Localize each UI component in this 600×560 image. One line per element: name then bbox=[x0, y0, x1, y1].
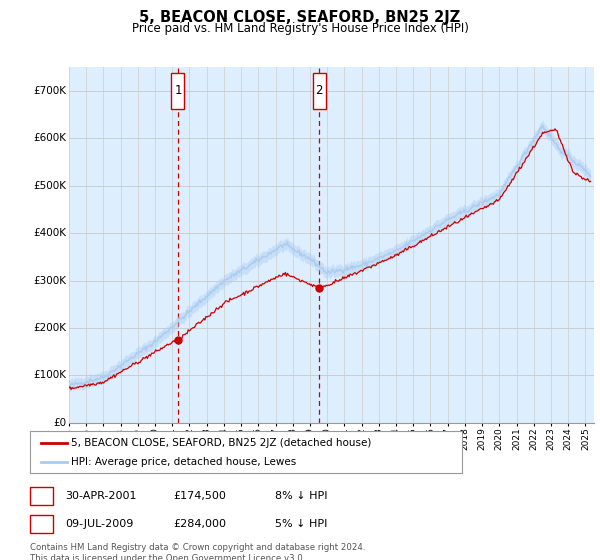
Text: 1: 1 bbox=[38, 489, 45, 503]
Text: £100K: £100K bbox=[34, 370, 67, 380]
Text: 30-APR-2001: 30-APR-2001 bbox=[65, 491, 136, 501]
Text: 2: 2 bbox=[316, 85, 323, 97]
Text: £600K: £600K bbox=[34, 133, 67, 143]
Text: Price paid vs. HM Land Registry's House Price Index (HPI): Price paid vs. HM Land Registry's House … bbox=[131, 22, 469, 35]
Text: 5% ↓ HPI: 5% ↓ HPI bbox=[275, 519, 327, 529]
Text: £500K: £500K bbox=[34, 181, 67, 191]
Text: £400K: £400K bbox=[34, 228, 67, 238]
Text: £300K: £300K bbox=[34, 276, 67, 286]
Text: 1: 1 bbox=[174, 85, 182, 97]
FancyBboxPatch shape bbox=[172, 73, 184, 109]
Text: 5, BEACON CLOSE, SEAFORD, BN25 2JZ: 5, BEACON CLOSE, SEAFORD, BN25 2JZ bbox=[139, 10, 461, 25]
Text: £700K: £700K bbox=[34, 86, 67, 96]
Text: 8% ↓ HPI: 8% ↓ HPI bbox=[275, 491, 328, 501]
Text: 09-JUL-2009: 09-JUL-2009 bbox=[65, 519, 133, 529]
Text: HPI: Average price, detached house, Lewes: HPI: Average price, detached house, Lewe… bbox=[71, 457, 296, 467]
Text: £200K: £200K bbox=[34, 323, 67, 333]
Text: £0: £0 bbox=[53, 418, 67, 428]
Text: 5, BEACON CLOSE, SEAFORD, BN25 2JZ (detached house): 5, BEACON CLOSE, SEAFORD, BN25 2JZ (deta… bbox=[71, 437, 371, 447]
FancyBboxPatch shape bbox=[313, 73, 326, 109]
Text: £174,500: £174,500 bbox=[173, 491, 226, 501]
Text: Contains HM Land Registry data © Crown copyright and database right 2024.
This d: Contains HM Land Registry data © Crown c… bbox=[30, 543, 365, 560]
Text: 2: 2 bbox=[38, 517, 45, 531]
Text: £284,000: £284,000 bbox=[173, 519, 226, 529]
